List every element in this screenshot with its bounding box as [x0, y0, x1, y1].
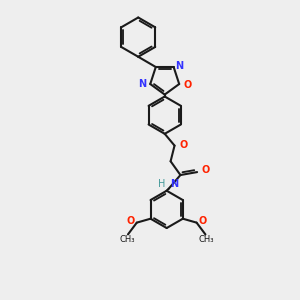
Text: O: O [127, 216, 135, 226]
Text: CH₃: CH₃ [199, 236, 214, 244]
Text: O: O [201, 165, 209, 175]
Text: N: N [138, 79, 146, 89]
Text: O: O [199, 216, 207, 226]
Text: N: N [175, 61, 183, 71]
Text: O: O [183, 80, 191, 90]
Text: H: H [158, 179, 166, 189]
Text: CH₃: CH₃ [119, 236, 135, 244]
Text: O: O [179, 140, 188, 150]
Text: N: N [169, 179, 178, 189]
